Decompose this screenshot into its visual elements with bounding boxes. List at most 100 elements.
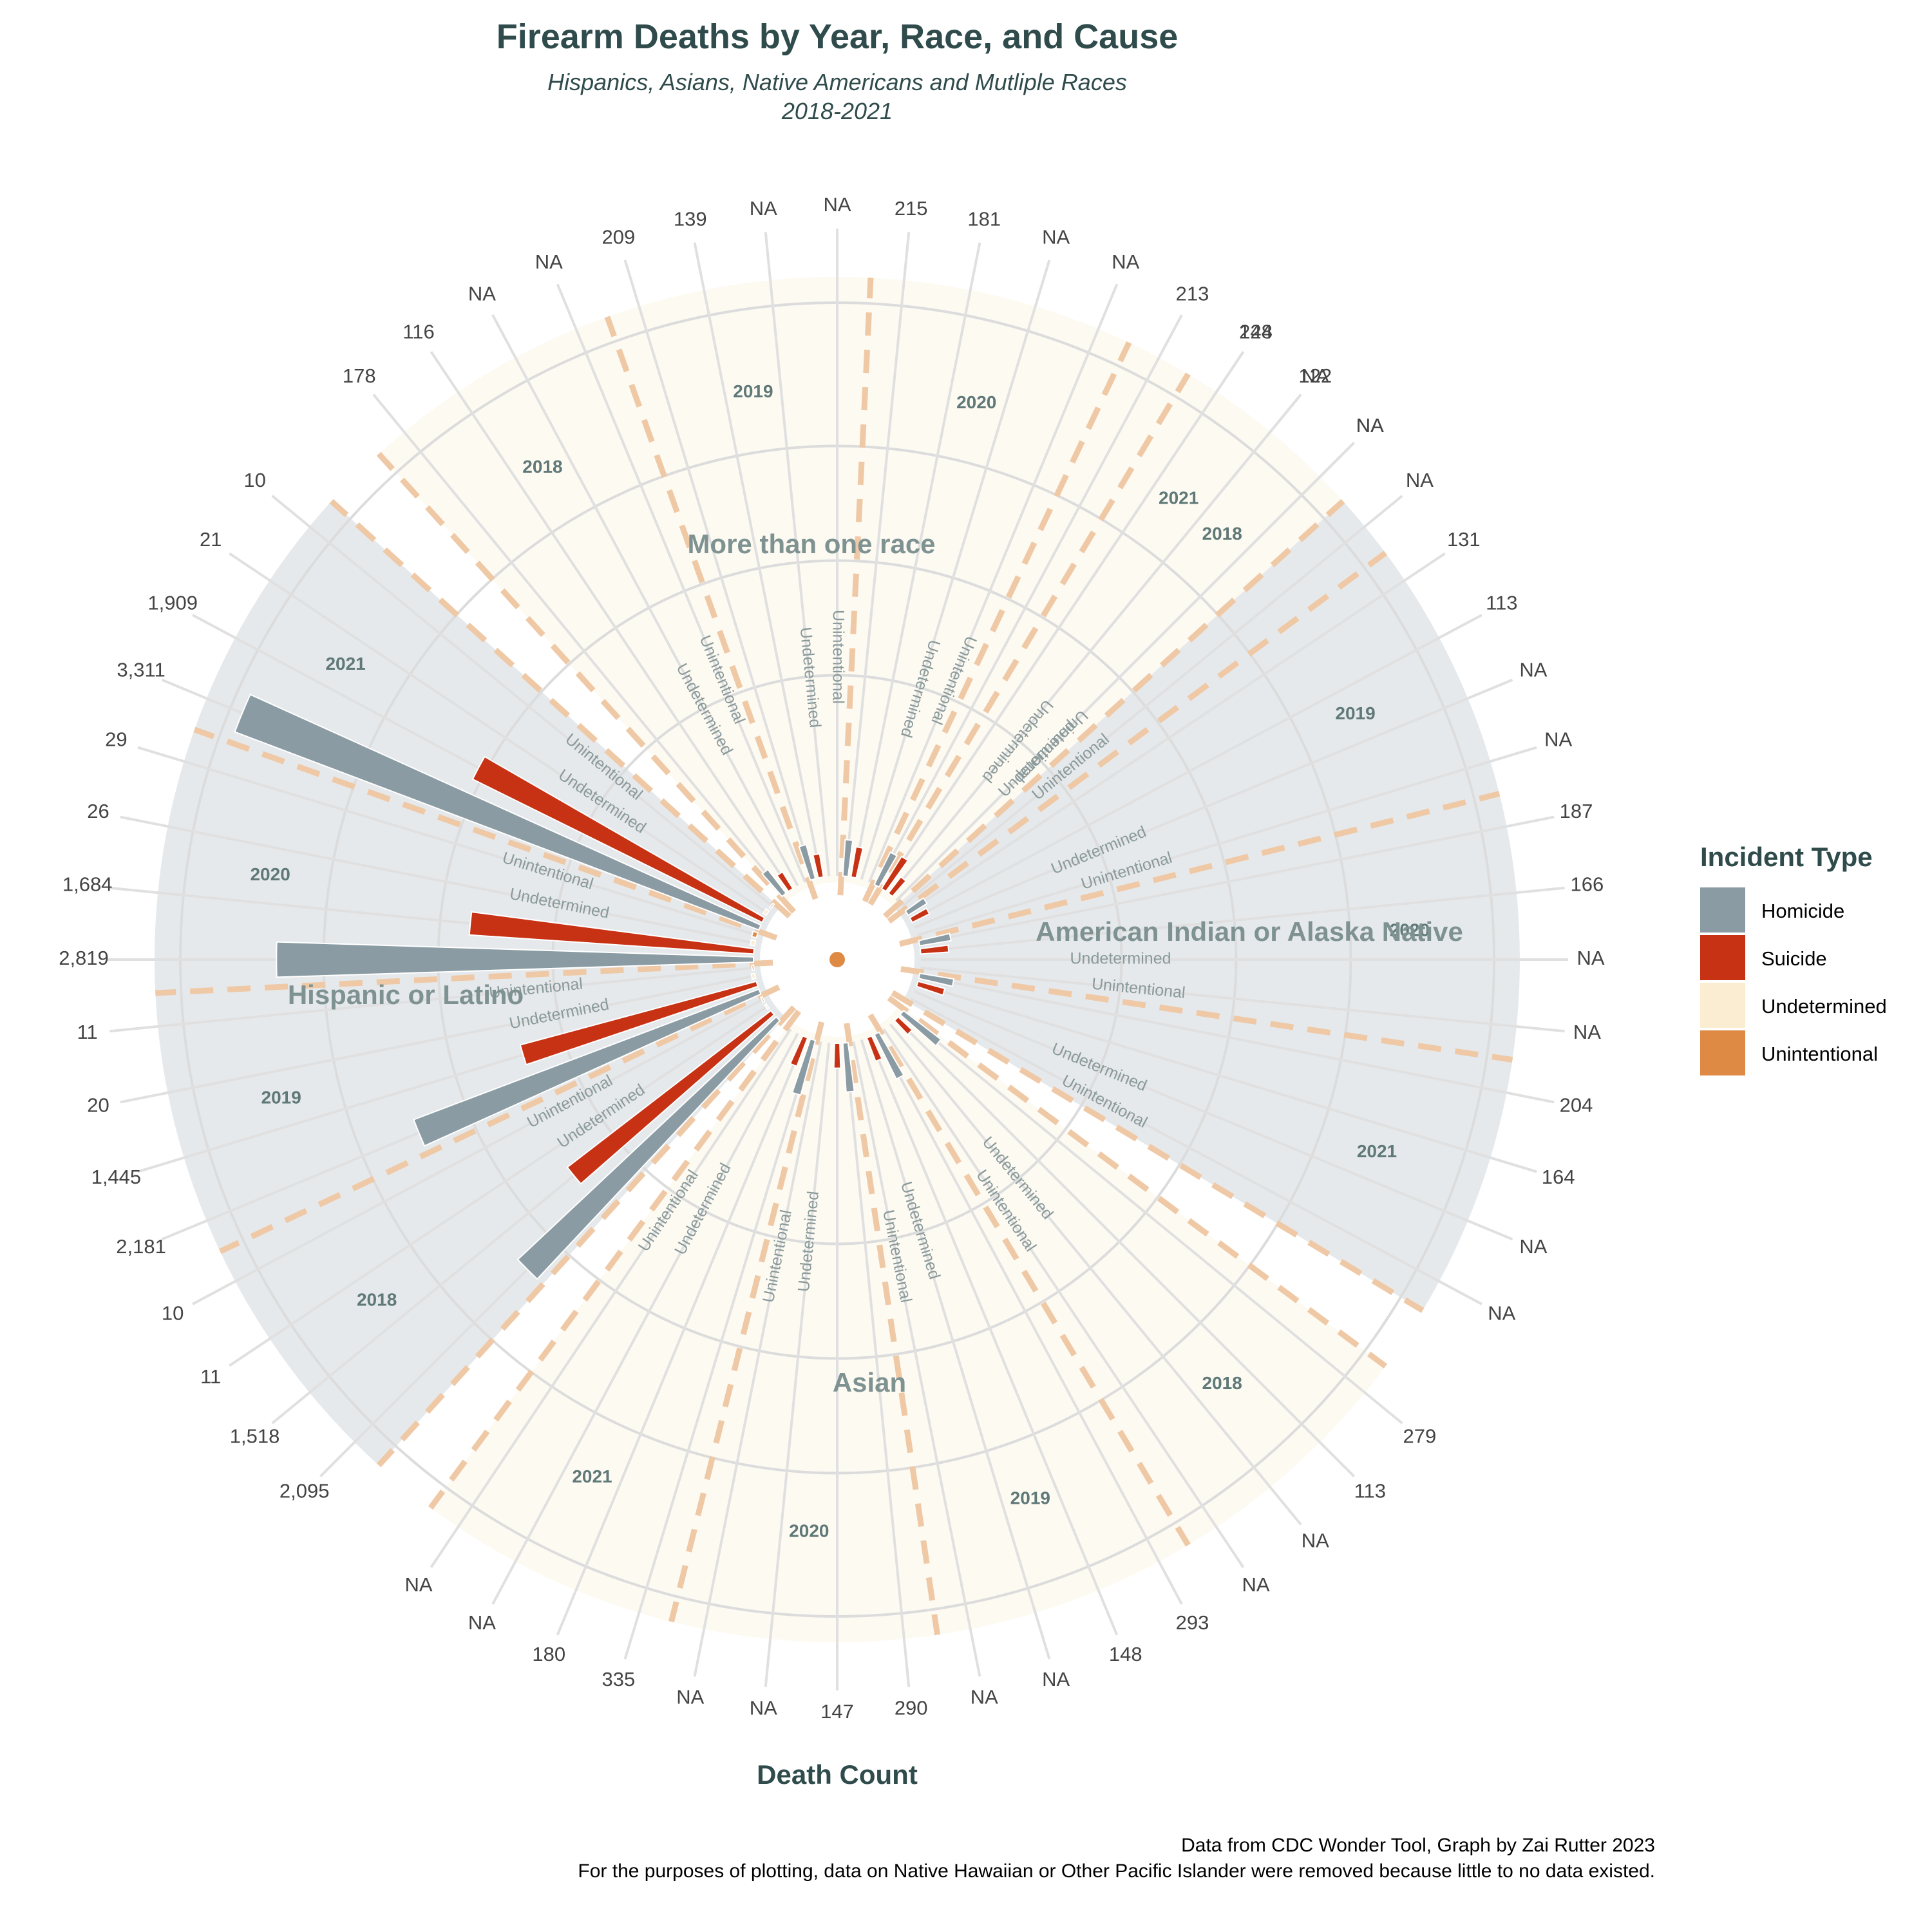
year-divider bbox=[887, 995, 1388, 1369]
value-label: 164 bbox=[1542, 1166, 1575, 1188]
value-label: 10 bbox=[243, 469, 265, 491]
value-label: 335 bbox=[601, 1668, 635, 1690]
value-label: 1,518 bbox=[230, 1425, 280, 1447]
value-label: NA bbox=[468, 1611, 496, 1634]
legend: Incident Type Homicide Suicide Undetermi… bbox=[1700, 842, 1887, 1075]
grid-spoke bbox=[192, 998, 764, 1305]
year-label: 2018 bbox=[357, 1290, 397, 1310]
legend-swatch-homicide bbox=[1700, 887, 1745, 933]
bar-asian-2020-homicide bbox=[842, 1041, 855, 1093]
grid-spoke bbox=[895, 442, 1355, 902]
value-label: NA bbox=[1544, 728, 1572, 751]
bar-american-indian-or-alaska-native-2021-homicide bbox=[918, 972, 955, 987]
race-labels: American Indian or Alaska Native Asian His… bbox=[288, 529, 1463, 1397]
race-label-more-than-one-race: More than one race bbox=[687, 529, 935, 559]
bar-more-than-one-race-2018-suicide bbox=[776, 871, 794, 893]
bar-more-than-one-race-2021-homicide bbox=[873, 851, 898, 888]
value-label: 279 bbox=[1403, 1425, 1437, 1447]
value-label: 290 bbox=[895, 1697, 928, 1719]
value-label: NA bbox=[1302, 1530, 1329, 1552]
year-label: 2019 bbox=[1010, 1488, 1050, 1508]
bar-american-indian-or-alaska-native-2021-suicide bbox=[915, 980, 946, 996]
bar-hispanic-or-latino-2019-unintentional bbox=[751, 964, 755, 972]
grid-spoke bbox=[109, 966, 754, 1033]
grid-spoke bbox=[910, 614, 1482, 922]
bar-hispanic-or-latino-2019-undetermined bbox=[750, 972, 757, 980]
grid-spoke bbox=[860, 1039, 1051, 1660]
cause-label: Undetermined bbox=[1070, 950, 1171, 968]
year-label: 2021 bbox=[572, 1466, 612, 1486]
year-divider bbox=[193, 726, 778, 941]
grid-spoke bbox=[271, 495, 773, 908]
bar-hispanic-or-latino-2019-suicide bbox=[519, 980, 759, 1066]
grid-spoke bbox=[914, 678, 1513, 929]
grid-spoke bbox=[430, 351, 792, 891]
year-label: 2018 bbox=[522, 457, 562, 477]
year-label: 2020 bbox=[789, 1520, 829, 1540]
value-label: NA bbox=[1577, 947, 1604, 969]
grid-spoke bbox=[764, 1043, 831, 1687]
grid-spoke bbox=[916, 746, 1537, 937]
year-divider bbox=[883, 498, 1345, 919]
year-divider bbox=[155, 960, 773, 996]
grid-spoke bbox=[844, 232, 911, 876]
value-label: 2,819 bbox=[59, 947, 109, 969]
bar-asian-2021-suicide bbox=[789, 1035, 809, 1068]
grid-spoke bbox=[901, 495, 1403, 908]
grid-spoke bbox=[372, 393, 786, 896]
value-label: NA bbox=[823, 193, 851, 216]
legend-swatch-undetermined bbox=[1700, 983, 1745, 1028]
year-label: 2019 bbox=[261, 1088, 301, 1108]
year-divider bbox=[862, 341, 1132, 903]
center-point bbox=[829, 952, 845, 967]
year-divider bbox=[218, 984, 781, 1255]
grid-spoke bbox=[889, 393, 1302, 896]
value-label: 181 bbox=[967, 208, 1001, 231]
year-divider bbox=[604, 316, 819, 900]
grid-spoke bbox=[844, 1043, 911, 1687]
value-label: NA bbox=[750, 1697, 777, 1719]
grid-spoke bbox=[875, 1032, 1183, 1605]
background-asian bbox=[430, 1005, 1386, 1642]
year-labels: 2018201920202021201820192020202120182019… bbox=[250, 381, 1430, 1540]
value-label: NA bbox=[750, 197, 777, 220]
value-label: 1,909 bbox=[147, 592, 198, 614]
bar-american-indian-or-alaska-native-2018-suicide bbox=[887, 876, 907, 898]
grid-spoke bbox=[693, 1041, 822, 1677]
grid-spoke bbox=[229, 552, 769, 914]
grid-spoke bbox=[852, 1041, 981, 1677]
grid-spoke bbox=[882, 1028, 1245, 1568]
bar-american-indian-or-alaska-native-2019-homicide bbox=[904, 897, 928, 916]
bar-hispanic-or-latino-2021-unintentional bbox=[768, 902, 775, 910]
grid-spoke bbox=[916, 982, 1537, 1173]
grid-spoke bbox=[491, 1032, 799, 1605]
bar-more-than-one-race-2018-homicide bbox=[761, 868, 788, 898]
year-divider bbox=[844, 1023, 940, 1636]
value-label: 148 bbox=[1109, 1643, 1142, 1665]
value-label: NA bbox=[1042, 226, 1070, 249]
bar-more-than-one-race-2021-suicide bbox=[880, 855, 909, 893]
grid-spoke bbox=[914, 990, 1513, 1241]
value-label: 178 bbox=[343, 365, 376, 387]
year-divider bbox=[376, 1005, 797, 1468]
legend-label-unintentional: Unintentional bbox=[1761, 1043, 1878, 1065]
year-divider bbox=[376, 451, 797, 914]
bar-american-indian-or-alaska-native-2019-suicide bbox=[909, 907, 931, 923]
bar-hispanic-or-latino-2020-undetermined bbox=[749, 938, 757, 947]
value-label: 148 bbox=[1239, 320, 1273, 343]
cause-label: Unintentional bbox=[829, 610, 847, 704]
value-label: 11 bbox=[77, 1021, 98, 1043]
grid-spoke bbox=[919, 815, 1555, 945]
value-label: 180 bbox=[532, 1643, 565, 1665]
legend-swatch-unintentional bbox=[1700, 1030, 1745, 1075]
bar-hispanic-or-latino-2021-undetermined bbox=[762, 907, 770, 916]
value-label: NA bbox=[1302, 365, 1329, 387]
bar-asian-2018-suicide bbox=[893, 1016, 913, 1036]
grid-spoke bbox=[882, 351, 1245, 891]
bar-hispanic-or-latino-2018-undetermined bbox=[763, 1003, 770, 1010]
grid-spoke bbox=[910, 998, 1482, 1305]
value-label: NA bbox=[1242, 1573, 1269, 1596]
bars bbox=[234, 694, 955, 1280]
value-label: 204 bbox=[1560, 1094, 1593, 1116]
